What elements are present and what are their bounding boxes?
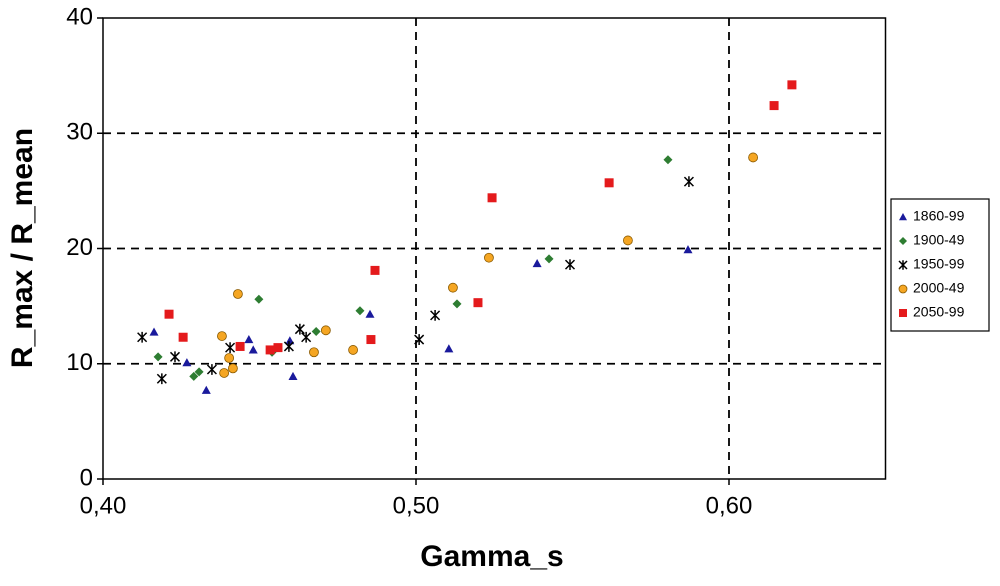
point xyxy=(153,352,163,362)
point xyxy=(137,331,148,343)
point xyxy=(273,343,283,353)
point xyxy=(311,326,321,336)
point xyxy=(219,368,230,378)
y-tick-label: 40 xyxy=(66,3,93,30)
point xyxy=(544,254,554,264)
point xyxy=(294,323,305,335)
point xyxy=(487,193,497,203)
point xyxy=(348,345,358,355)
point xyxy=(355,306,365,316)
point xyxy=(254,294,264,304)
point xyxy=(623,235,633,246)
point xyxy=(366,335,376,345)
point xyxy=(452,299,462,309)
y-tick-label: 30 xyxy=(66,119,93,146)
point xyxy=(663,155,673,165)
point xyxy=(484,252,494,263)
point xyxy=(683,176,694,188)
point xyxy=(787,80,797,90)
point xyxy=(365,309,375,318)
point xyxy=(156,373,167,385)
point xyxy=(182,358,192,367)
point xyxy=(309,347,319,358)
point xyxy=(169,351,181,363)
legend-label: 2050-99 xyxy=(913,304,965,320)
x-tick-label: 0,60 xyxy=(706,492,753,519)
point xyxy=(604,178,614,188)
legend-marker xyxy=(898,284,908,294)
point xyxy=(248,345,258,354)
legend-box xyxy=(890,198,990,332)
y-tick-label: 10 xyxy=(66,349,93,376)
point xyxy=(683,245,693,254)
point xyxy=(748,152,759,163)
point xyxy=(178,332,188,342)
y-axis-title: R_max / R_mean xyxy=(6,128,39,368)
point xyxy=(370,265,380,275)
point xyxy=(414,334,425,345)
point xyxy=(227,363,238,374)
point xyxy=(149,327,159,336)
point xyxy=(244,335,254,344)
point xyxy=(430,309,441,321)
legend-marker xyxy=(898,260,908,270)
point xyxy=(444,344,454,353)
legend-label: 2000-49 xyxy=(913,280,965,296)
point xyxy=(189,371,199,381)
point xyxy=(217,331,227,341)
y-tick-label: 20 xyxy=(66,234,93,261)
y-tick-label: 0 xyxy=(80,464,93,491)
point xyxy=(473,298,483,308)
point xyxy=(532,258,542,268)
point xyxy=(235,341,245,351)
x-tick-label: 0,40 xyxy=(80,492,127,519)
legend-label: 1950-99 xyxy=(913,256,965,272)
point xyxy=(225,342,236,354)
point xyxy=(769,101,779,111)
point xyxy=(301,331,312,343)
plot-border xyxy=(102,17,887,480)
legend-label: 1900-49 xyxy=(913,232,965,248)
point xyxy=(194,367,204,377)
point xyxy=(201,385,211,394)
point xyxy=(233,289,243,299)
point xyxy=(164,309,174,319)
point xyxy=(224,353,235,363)
legend-label: 1860-99 xyxy=(913,208,965,224)
legend-marker xyxy=(899,237,907,245)
legend-marker xyxy=(899,309,907,317)
point xyxy=(448,282,458,293)
point xyxy=(564,259,576,271)
x-axis-title: Gamma_s xyxy=(420,540,563,573)
point xyxy=(265,345,275,355)
point xyxy=(288,371,298,381)
x-tick-label: 0,50 xyxy=(393,492,440,519)
point xyxy=(283,341,294,352)
point xyxy=(206,364,217,375)
point xyxy=(320,325,331,336)
legend-marker xyxy=(899,213,907,221)
